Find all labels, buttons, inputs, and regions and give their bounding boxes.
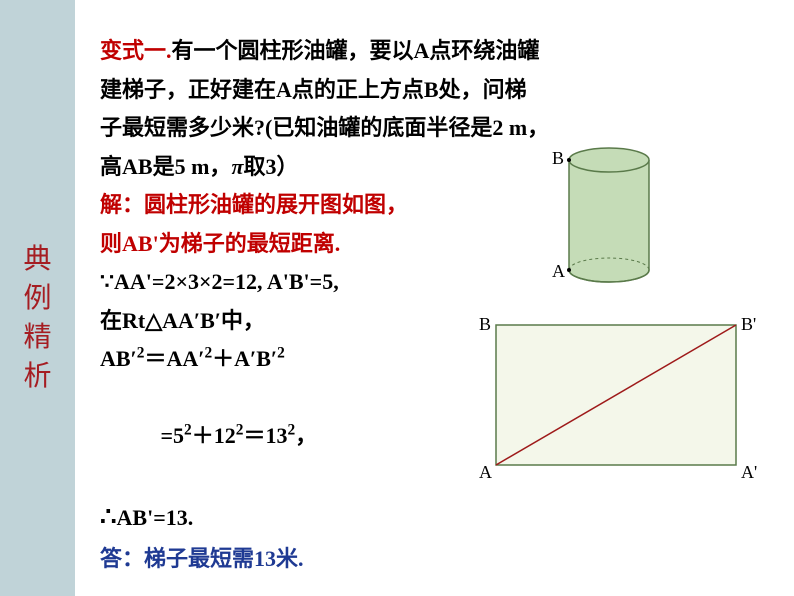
rect-label-a: A xyxy=(479,462,492,482)
sidebar: 典 例 精 析 xyxy=(0,0,75,596)
sidebar-char-1: 典 xyxy=(23,240,51,279)
s6a: =5 xyxy=(133,423,184,448)
problem-t13: 取 xyxy=(243,154,265,179)
s6e: ＝13 xyxy=(243,423,287,448)
problem-t4: 点的正上方点 xyxy=(292,77,424,102)
s6g: ， xyxy=(295,423,317,448)
answer-line: 答：梯子最短需13米. xyxy=(100,540,480,579)
s5a: AB′ xyxy=(100,346,137,371)
problem-pi: π xyxy=(231,154,243,179)
problem-lead: 变式一. xyxy=(100,38,172,63)
s5h: 2 xyxy=(277,345,285,362)
s2d: 为梯子的最短距离. xyxy=(159,231,341,256)
cylinder-top xyxy=(569,148,649,172)
problem-t1: 有一个圆柱形油罐，要以 xyxy=(172,38,414,63)
therefore-icon-2: ∴ xyxy=(100,502,117,531)
problem-val3: 3 xyxy=(265,154,276,179)
problem-text: 变式一.有一个圆柱形油罐，要以A点环绕油罐 建梯子，正好建在A点的正上方点B处，… xyxy=(100,32,774,186)
s2b: AB xyxy=(122,231,153,256)
rect-label-ap: A' xyxy=(741,462,757,482)
s3c: =2×3×2=12, A xyxy=(152,269,283,294)
solution-line1: 解：圆柱形油罐的展开图如图， xyxy=(100,186,480,225)
problem-t11: 是 xyxy=(153,154,175,179)
problem-t6: 子最短需多少米 xyxy=(100,115,254,140)
rect-label-b: B xyxy=(479,314,491,334)
problem-t10: 高 xyxy=(100,154,122,179)
problem-var3: B xyxy=(424,77,439,102)
problem-val1: 2 m xyxy=(492,115,527,140)
problem-t9: ， xyxy=(527,115,549,140)
s6c: ＋12 xyxy=(192,423,236,448)
problem-t2: 点环绕油罐 xyxy=(429,38,539,63)
therefore-icon: ∵ xyxy=(100,269,114,294)
s4a: 在 xyxy=(100,308,122,333)
problem-t3: 建梯子，正好建在 xyxy=(100,77,276,102)
problem-t14: ） xyxy=(276,154,298,179)
problem-t7: ?( xyxy=(254,115,272,140)
label-a: A xyxy=(552,261,565,281)
s3a: AA xyxy=(114,269,146,294)
sidebar-char-4: 析 xyxy=(23,357,51,396)
s6b: 2 xyxy=(184,422,192,439)
point-b xyxy=(567,158,571,162)
problem-t12: ， xyxy=(209,154,231,179)
unfolded-diagram: B B' A A' xyxy=(471,310,764,485)
point-a xyxy=(567,268,571,272)
s5c: ＝ xyxy=(144,346,166,371)
rect-label-bp: B' xyxy=(741,314,756,334)
s4c: 中， xyxy=(221,308,265,333)
s5d: AA′ xyxy=(166,346,204,371)
s5g: A′B′ xyxy=(234,346,277,371)
s5f: ＋ xyxy=(212,346,234,371)
problem-t8: 已知油罐的底面半径是 xyxy=(272,115,492,140)
cylinder-diagram: B A xyxy=(524,140,664,290)
main-content: 变式一.有一个圆柱形油罐，要以A点环绕油罐 建梯子，正好建在A点的正上方点B处，… xyxy=(75,0,794,596)
s5e: 2 xyxy=(204,345,212,362)
s2a: 则 xyxy=(100,231,122,256)
s3g: =5, xyxy=(310,269,339,294)
sidebar-char-2: 例 xyxy=(23,279,51,318)
problem-var2: A xyxy=(276,77,292,102)
cylinder-body xyxy=(569,160,649,270)
s4b: Rt△AA′B′ xyxy=(122,308,221,333)
sidebar-char-3: 精 xyxy=(23,318,51,357)
problem-t5: 处，问梯 xyxy=(439,77,527,102)
s7d: =13. xyxy=(153,505,193,530)
s7b: AB xyxy=(117,505,148,530)
problem-val2: 5 m xyxy=(175,154,210,179)
problem-var4: AB xyxy=(122,154,153,179)
label-b: B xyxy=(552,148,564,168)
problem-var1: A xyxy=(414,38,430,63)
solution-text: 解：圆柱形油罐的展开图如图， 则AB'为梯子的最短距离. ∵AA'=2×3×2=… xyxy=(100,186,480,578)
s3e: B xyxy=(289,269,304,294)
